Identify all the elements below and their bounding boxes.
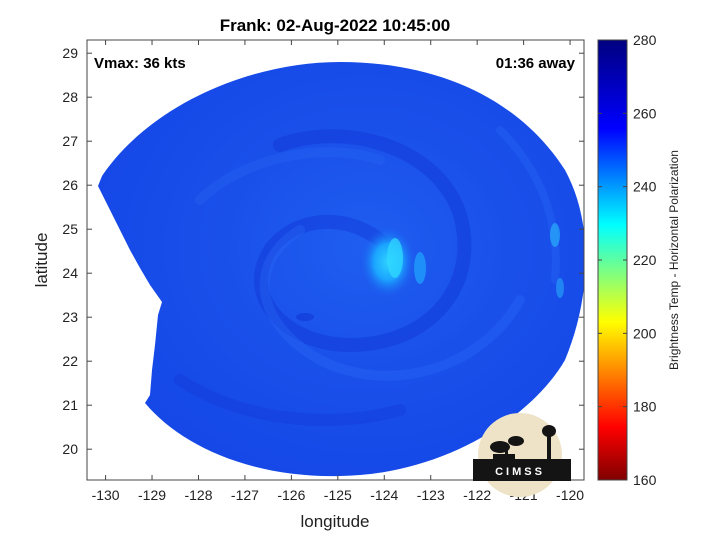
y-tick-label: 24: [62, 265, 78, 281]
y-tick-label: 22: [62, 353, 78, 369]
time-away-label: 01:36 away: [496, 55, 576, 72]
logo-text: CIMSS: [495, 466, 545, 478]
cimss-logo: CIMSS: [473, 413, 571, 497]
y-tick-label: 29: [62, 45, 78, 61]
colorbar-tick-label: 180: [633, 399, 657, 415]
x-tick-label: -125: [324, 487, 352, 503]
y-tick-label: 28: [62, 89, 78, 105]
x-tick-label: -130: [92, 487, 120, 503]
colorbar-tick-label: 240: [633, 179, 657, 195]
x-tick-label: -127: [231, 487, 259, 503]
x-tick-label: -126: [277, 487, 305, 503]
y-tick-label: 23: [62, 309, 78, 325]
y-tick-label: 20: [62, 441, 78, 457]
colorbar-label: Brightness Temp - Horizontal Polarizatio…: [667, 150, 681, 370]
colorbar-tick-label: 200: [633, 325, 657, 341]
chart-title: Frank: 02-Aug-2022 10:45:00: [220, 16, 451, 35]
spiral-bands: [174, 126, 560, 426]
x-axis-label: longitude: [300, 512, 369, 531]
x-tick-label: -124: [370, 487, 398, 503]
y-tick-label: 21: [62, 397, 78, 413]
x-tick-label: -128: [184, 487, 212, 503]
x-tick-label: -129: [138, 487, 166, 503]
axes-box: [86, 39, 585, 481]
warm-core: [296, 223, 564, 321]
x-tick-label: -120: [556, 487, 584, 503]
x-tick-label: -123: [417, 487, 445, 503]
y-axis-label: latitude: [32, 233, 51, 288]
swath-field: [98, 62, 584, 477]
colorbar: 160 180 200 220 240 260 280 Brightness Temp - …: [597, 32, 681, 488]
y-axis-ticks: 20 21 22 23 24 25 26 27 28 29: [62, 45, 584, 457]
colorbar-tick-label: 220: [633, 252, 657, 268]
y-tick-label: 26: [62, 177, 78, 193]
colorbar-gradient: [597, 39, 628, 481]
plot-area: -130-129-128-127-126-125-124-123-122-121…: [62, 39, 585, 503]
colorbar-tick-label: 160: [633, 472, 657, 488]
colorbar-ticks: 160 180 200 220 240 260 280: [598, 32, 657, 488]
y-tick-label: 27: [62, 133, 78, 149]
vmax-label: Vmax: 36 kts: [94, 55, 186, 72]
y-tick-label: 25: [62, 221, 78, 237]
colorbar-tick-label: 280: [633, 32, 657, 48]
x-tick-label: -122: [463, 487, 491, 503]
colorbar-tick-label: 260: [633, 105, 657, 121]
